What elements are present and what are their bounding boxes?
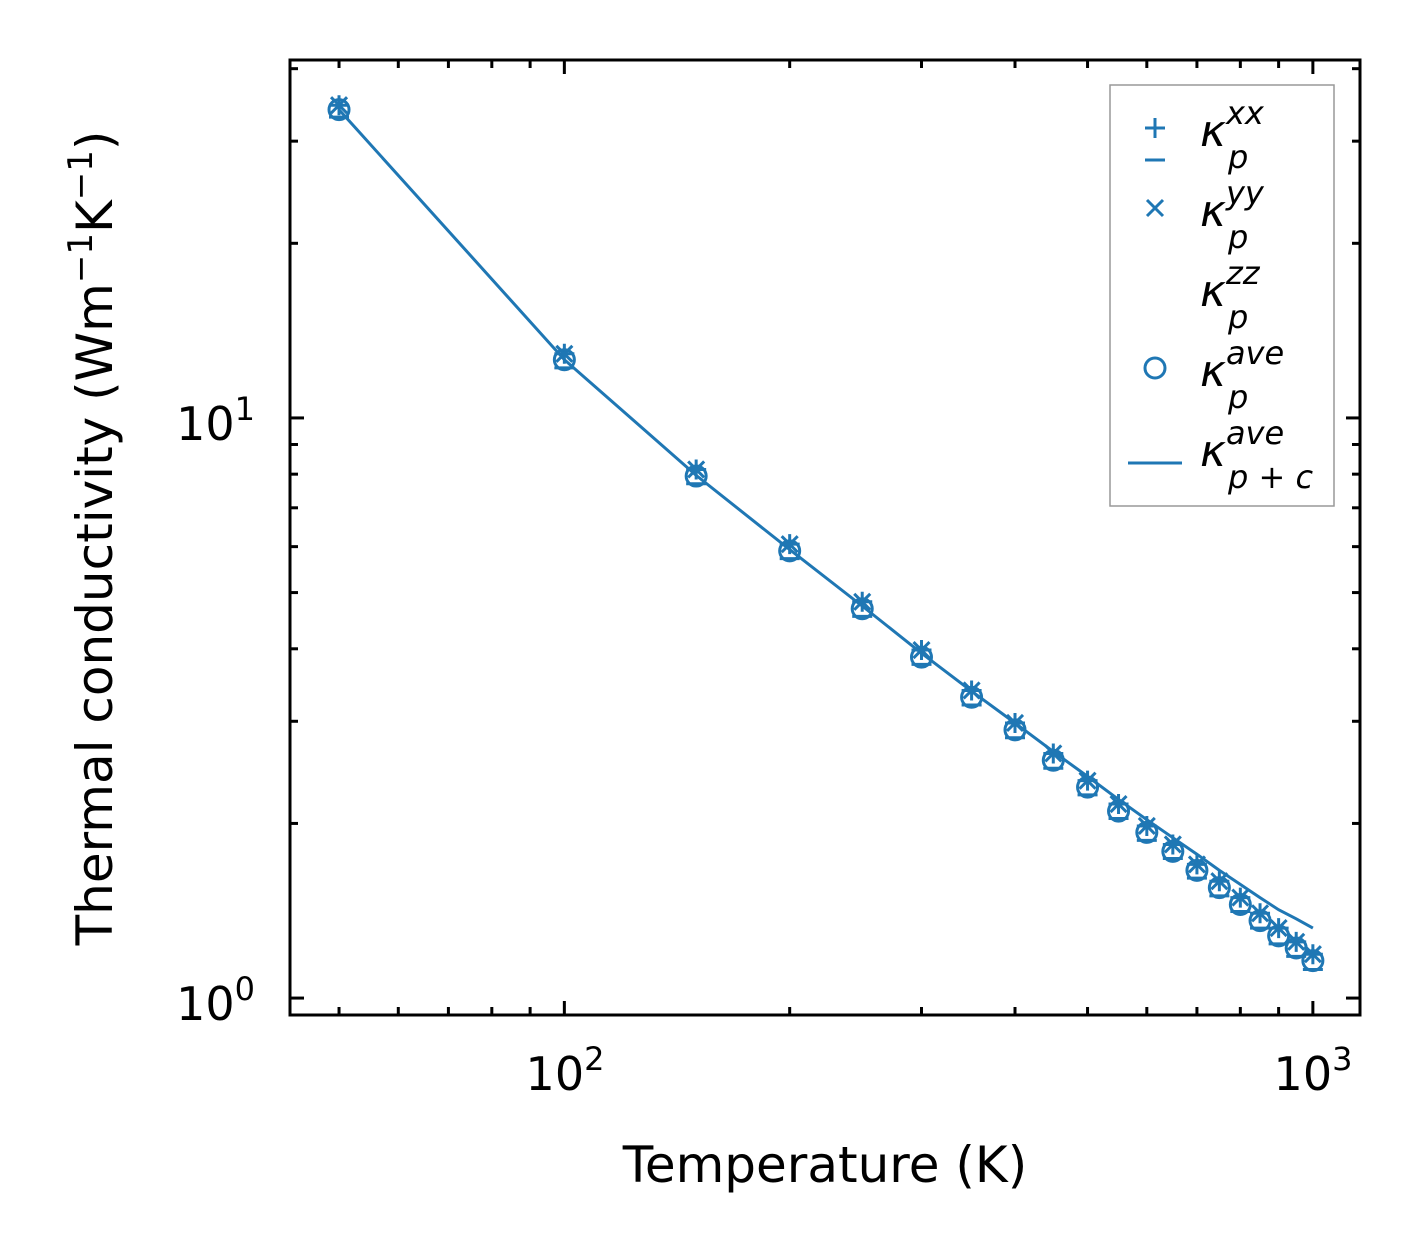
data-point-x [780, 535, 799, 554]
legend-item: κave p + c [1128, 414, 1313, 496]
x-tick-label-1000: 103 [1274, 1040, 1353, 1101]
data-point-x [1137, 816, 1156, 836]
data-point-circle [778, 539, 802, 563]
data-point-x [1287, 932, 1306, 951]
y-axis-label: Thermal conductivity (Wm−1K−1) [61, 131, 124, 947]
data-point-circle [684, 464, 708, 488]
legend-item: κave p [1143, 334, 1284, 416]
data-point-circle [850, 597, 874, 621]
series-kappa_p+c^ave [337, 108, 1314, 930]
data-point-circle [1267, 924, 1291, 948]
y-tick-label-10: 101 [176, 390, 255, 451]
data-point-x [1078, 771, 1097, 790]
series-line [337, 108, 1314, 930]
legend-item: κzz p [1145, 158, 1261, 336]
legend-marker [1145, 118, 1165, 138]
data-point-circle [1301, 949, 1325, 973]
data-point-circle [327, 98, 351, 122]
data-point-circle [1284, 936, 1308, 960]
legend-label: κave p [1200, 334, 1284, 416]
legend-label: κyy p [1200, 174, 1265, 256]
legend-marker [1145, 198, 1165, 218]
legend-item: κxx p [1145, 94, 1265, 176]
legend-label: κxx p [1200, 94, 1265, 176]
data-point-x [687, 460, 706, 479]
plot-frame [288, 58, 1362, 1017]
data-point-circle [1228, 892, 1252, 916]
data-point-circle [909, 645, 933, 669]
legend-label: κave p + c [1200, 414, 1313, 496]
data-point-x [1269, 919, 1288, 938]
axis-ticks [290, 60, 1360, 1015]
legend-marker [1143, 356, 1167, 380]
data-point-circle [1161, 839, 1185, 863]
legend-box [1109, 84, 1335, 507]
data-point-circle [1207, 876, 1231, 900]
x-axis-label: Temperature (K) [622, 1136, 1027, 1194]
data-point-circle [1248, 909, 1272, 933]
x-tick-label-100: 102 [526, 1040, 605, 1101]
data-point-circle [552, 348, 576, 372]
legend-item: κyy p [1145, 174, 1265, 256]
data-point-x [1163, 835, 1182, 854]
y-tick-label-1: 100 [176, 970, 255, 1031]
series-kappa_p^ave [327, 98, 1325, 973]
data-marks [327, 95, 1325, 973]
data-point-circle [1185, 858, 1209, 882]
data-point-x [1231, 888, 1250, 907]
data-point-x [1250, 904, 1270, 923]
data-point-x [555, 344, 574, 363]
data-point-x [1109, 794, 1128, 814]
legend-label: κzz p [1200, 254, 1261, 336]
series-kappa_p^yy [329, 96, 1322, 964]
data-point-x [1210, 872, 1229, 891]
data-point-x [853, 592, 872, 611]
data-point-circle [1135, 820, 1159, 844]
